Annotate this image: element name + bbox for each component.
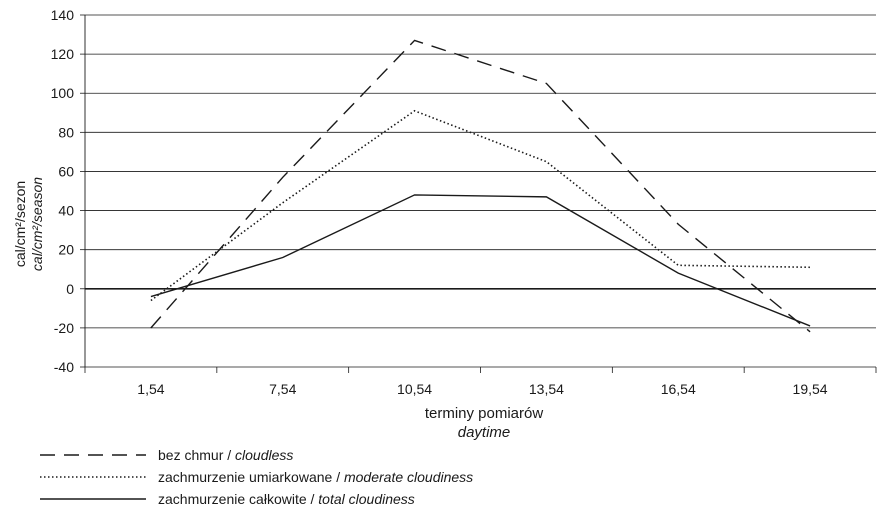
legend-label: bez chmur / cloudless [158, 447, 294, 463]
y-tick-label: 140 [51, 7, 75, 23]
y-tick-label: -20 [54, 320, 74, 336]
y-axis-title: cal/cm²/sezon [12, 181, 28, 267]
solid-line-swatch [40, 498, 146, 500]
legend-label-pl: zachmurzenie całkowite [158, 491, 307, 507]
x-tick-label: 13,54 [529, 381, 564, 397]
series-line-solid [150, 194, 811, 327]
x-tick-label: 19,54 [793, 381, 828, 397]
x-tick-label: 10,54 [397, 381, 432, 397]
legend: bez chmur / cloudless zachmurzenie umiar… [38, 444, 473, 510]
y-tick-label: -40 [54, 359, 74, 375]
legend-item-total-cloudiness: zachmurzenie całkowite / total cloudines… [38, 488, 473, 510]
series-line-dashed [150, 39, 811, 333]
legend-label: zachmurzenie całkowite / total cloudines… [158, 491, 415, 507]
legend-label-en: cloudless [235, 447, 294, 463]
axes: -40 -20 0 20 40 60 80 100 120 140 1,54 7,54 10,54 13,… [51, 7, 877, 397]
y-tick-label: 120 [51, 46, 75, 62]
y-tick-label: 20 [58, 242, 74, 258]
x-axis-title: terminy pomiarów [425, 405, 544, 422]
series-lines [150, 39, 811, 333]
y-tick-label: 100 [51, 85, 75, 101]
series-line-dotted [150, 109, 811, 302]
legend-item-cloudless: bez chmur / cloudless [38, 444, 473, 466]
gridlines [85, 14, 876, 368]
legend-item-moderate-cloudiness: zachmurzenie umiarkowane / moderate clou… [38, 466, 473, 488]
legend-label-pl: bez chmur [158, 447, 224, 463]
y-tick-label: 80 [58, 124, 74, 140]
legend-label-pl: zachmurzenie umiarkowane [158, 469, 333, 485]
dotted-line-swatch [40, 476, 146, 478]
y-tick-label: 0 [66, 281, 74, 297]
dashed-line-swatch [40, 454, 146, 456]
legend-label: zachmurzenie umiarkowane / moderate clou… [158, 469, 474, 485]
axis-labels: cal/cm²/sezon cal/cm²/season terminy pom… [12, 177, 543, 441]
y-axis-title-en: cal/cm²/season [29, 177, 45, 271]
x-tick-label: 7,54 [269, 381, 296, 397]
legend-label-en: moderate cloudiness [343, 469, 474, 485]
x-axis-title-en: daytime [458, 424, 511, 441]
y-tick-label: 40 [58, 203, 74, 219]
x-tick-label: 16,54 [661, 381, 696, 397]
legend-label-en: total cloudiness [318, 491, 415, 507]
y-tick-label: 60 [58, 163, 74, 179]
x-tick-label: 1,54 [137, 381, 164, 397]
